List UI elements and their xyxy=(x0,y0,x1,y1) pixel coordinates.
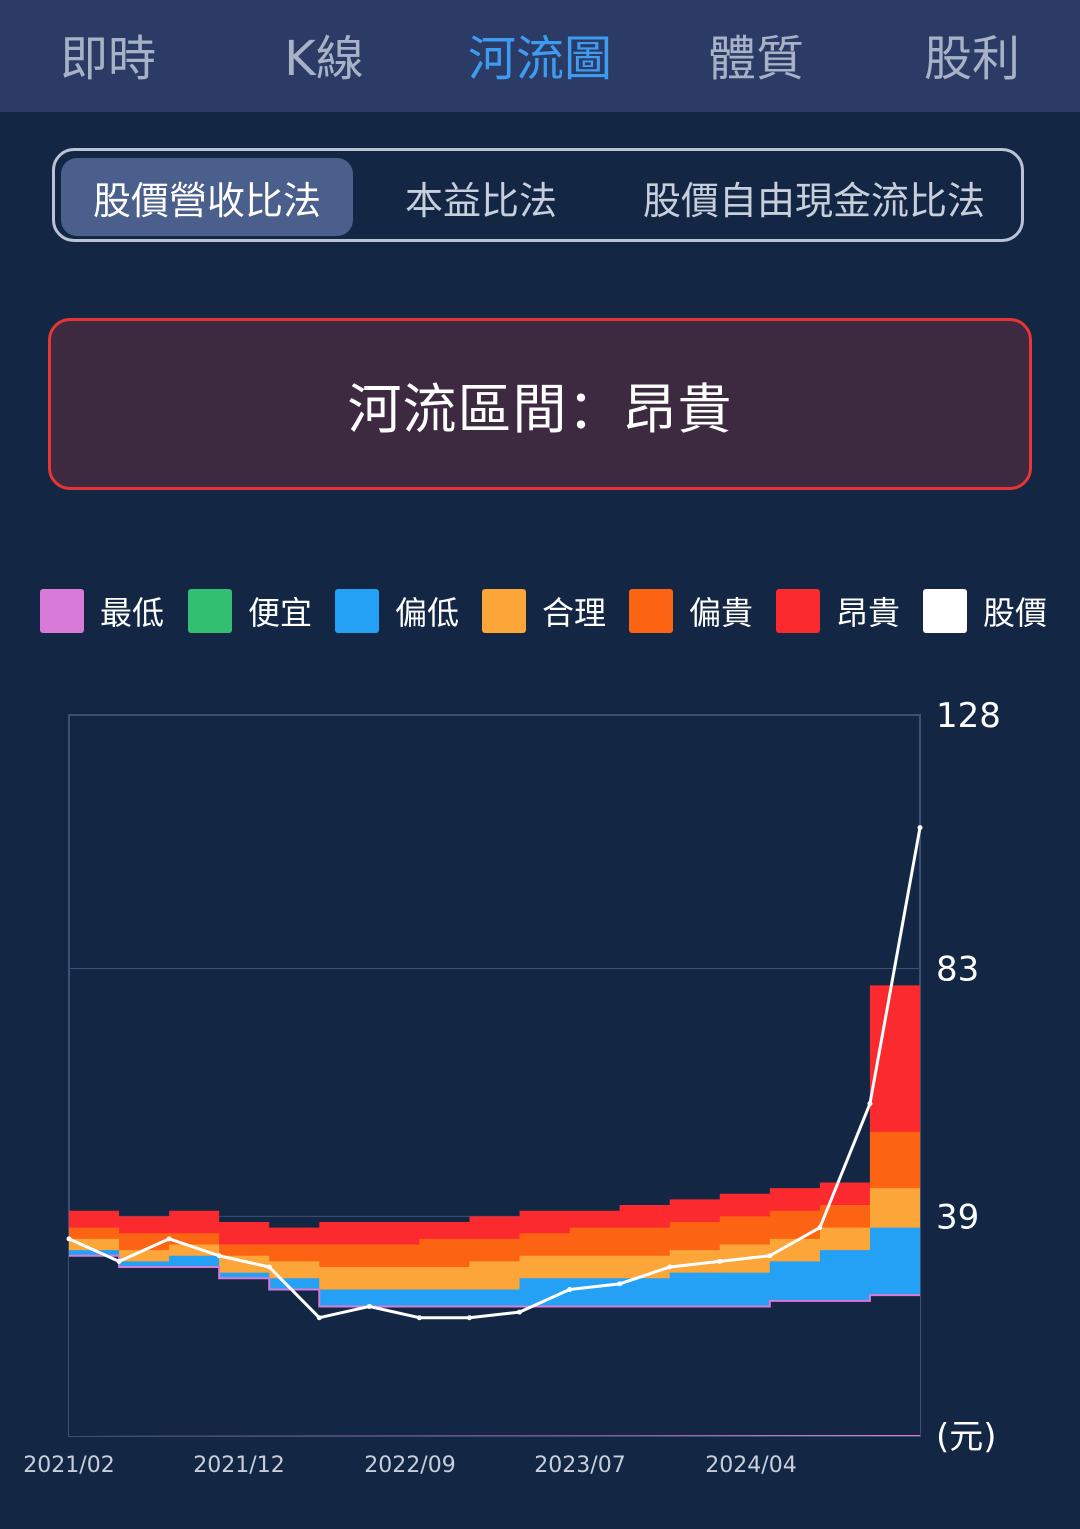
price-point xyxy=(817,1225,823,1231)
tab-river-chart[interactable]: 河流圖 xyxy=(467,31,612,87)
legend-label: 便宜 xyxy=(248,594,313,632)
method-price-revenue-ratio[interactable]: 股價營收比法 xyxy=(61,158,353,236)
x-tick-label: 2021/02 xyxy=(23,1453,114,1478)
price-point xyxy=(216,1253,222,1259)
legend-item-high: 偏貴 xyxy=(629,588,753,634)
price-point xyxy=(416,1315,422,1321)
valuation-method-selector: 股價營收比法 本益比法 股價自由現金流比法 xyxy=(52,148,1024,242)
tab-dividend[interactable]: 股利 xyxy=(923,31,1020,87)
legend-swatch xyxy=(923,589,967,633)
y-tick-label: 83 xyxy=(936,949,979,989)
legend-item-expensive: 昂貴 xyxy=(776,588,900,634)
price-point xyxy=(917,825,923,831)
river-zone-text: 河流區間：昂貴 xyxy=(347,377,733,441)
y-tick-label: 128 xyxy=(936,696,1001,736)
top-tab-bar: 即時 K線 河流圖 體質 股利 xyxy=(0,0,1080,112)
river-chart: 128 83 39 (元) 2021/02 2021/12 2022/09 2023/07 20… xyxy=(23,696,1001,1478)
legend-label: 股價 xyxy=(983,594,1048,632)
chart-base-area xyxy=(69,1255,920,1436)
legend-item-cheap: 便宜 xyxy=(188,588,312,634)
price-point xyxy=(166,1236,172,1242)
price-point xyxy=(116,1258,122,1264)
price-point xyxy=(366,1303,372,1309)
legend-item-price: 股價 xyxy=(923,588,1047,634)
x-tick-label: 2022/09 xyxy=(364,1453,455,1478)
legend-swatch xyxy=(629,589,673,633)
river-band-最低-line xyxy=(69,1254,920,1308)
price-point xyxy=(717,1258,723,1264)
river-zone-status: 河流區間：昂貴 xyxy=(48,318,1032,490)
legend-swatch xyxy=(776,589,820,633)
y-tick-label: 39 xyxy=(936,1197,979,1237)
price-point xyxy=(66,1236,72,1242)
legend-swatch xyxy=(335,589,379,633)
price-point xyxy=(667,1264,673,1270)
tab-kline[interactable]: K線 xyxy=(284,31,364,87)
x-tick-label: 2024/04 xyxy=(705,1453,796,1478)
tab-fundamentals[interactable]: 體質 xyxy=(707,31,804,87)
legend-label: 偏貴 xyxy=(689,594,754,632)
x-tick-label: 2023/07 xyxy=(534,1453,625,1478)
price-point xyxy=(617,1281,623,1287)
method-pe-ratio[interactable]: 本益比法 xyxy=(404,178,557,223)
legend-label: 合理 xyxy=(542,594,607,632)
legend-label: 昂貴 xyxy=(836,594,901,632)
legend-item-fair: 合理 xyxy=(482,588,606,634)
legend-swatch xyxy=(188,589,232,633)
price-point xyxy=(316,1315,322,1321)
legend-swatch xyxy=(482,589,526,633)
legend-item-low: 偏低 xyxy=(335,588,459,634)
price-line xyxy=(68,827,922,1320)
x-tick-label: 2021/12 xyxy=(193,1453,284,1478)
price-point xyxy=(466,1315,472,1321)
legend-item-lowest: 最低 xyxy=(40,588,164,634)
legend-label: 最低 xyxy=(100,594,165,632)
price-point xyxy=(517,1309,523,1315)
price-point xyxy=(567,1287,573,1293)
price-point xyxy=(867,1101,873,1107)
method-price-fcf-ratio[interactable]: 股價自由現金流比法 xyxy=(642,178,985,223)
y-unit-label: (元) xyxy=(936,1417,997,1457)
legend-label: 偏低 xyxy=(395,594,460,632)
tab-realtime[interactable]: 即時 xyxy=(59,31,156,87)
price-point xyxy=(767,1253,773,1259)
price-point xyxy=(266,1264,272,1270)
legend-swatch xyxy=(40,589,84,633)
